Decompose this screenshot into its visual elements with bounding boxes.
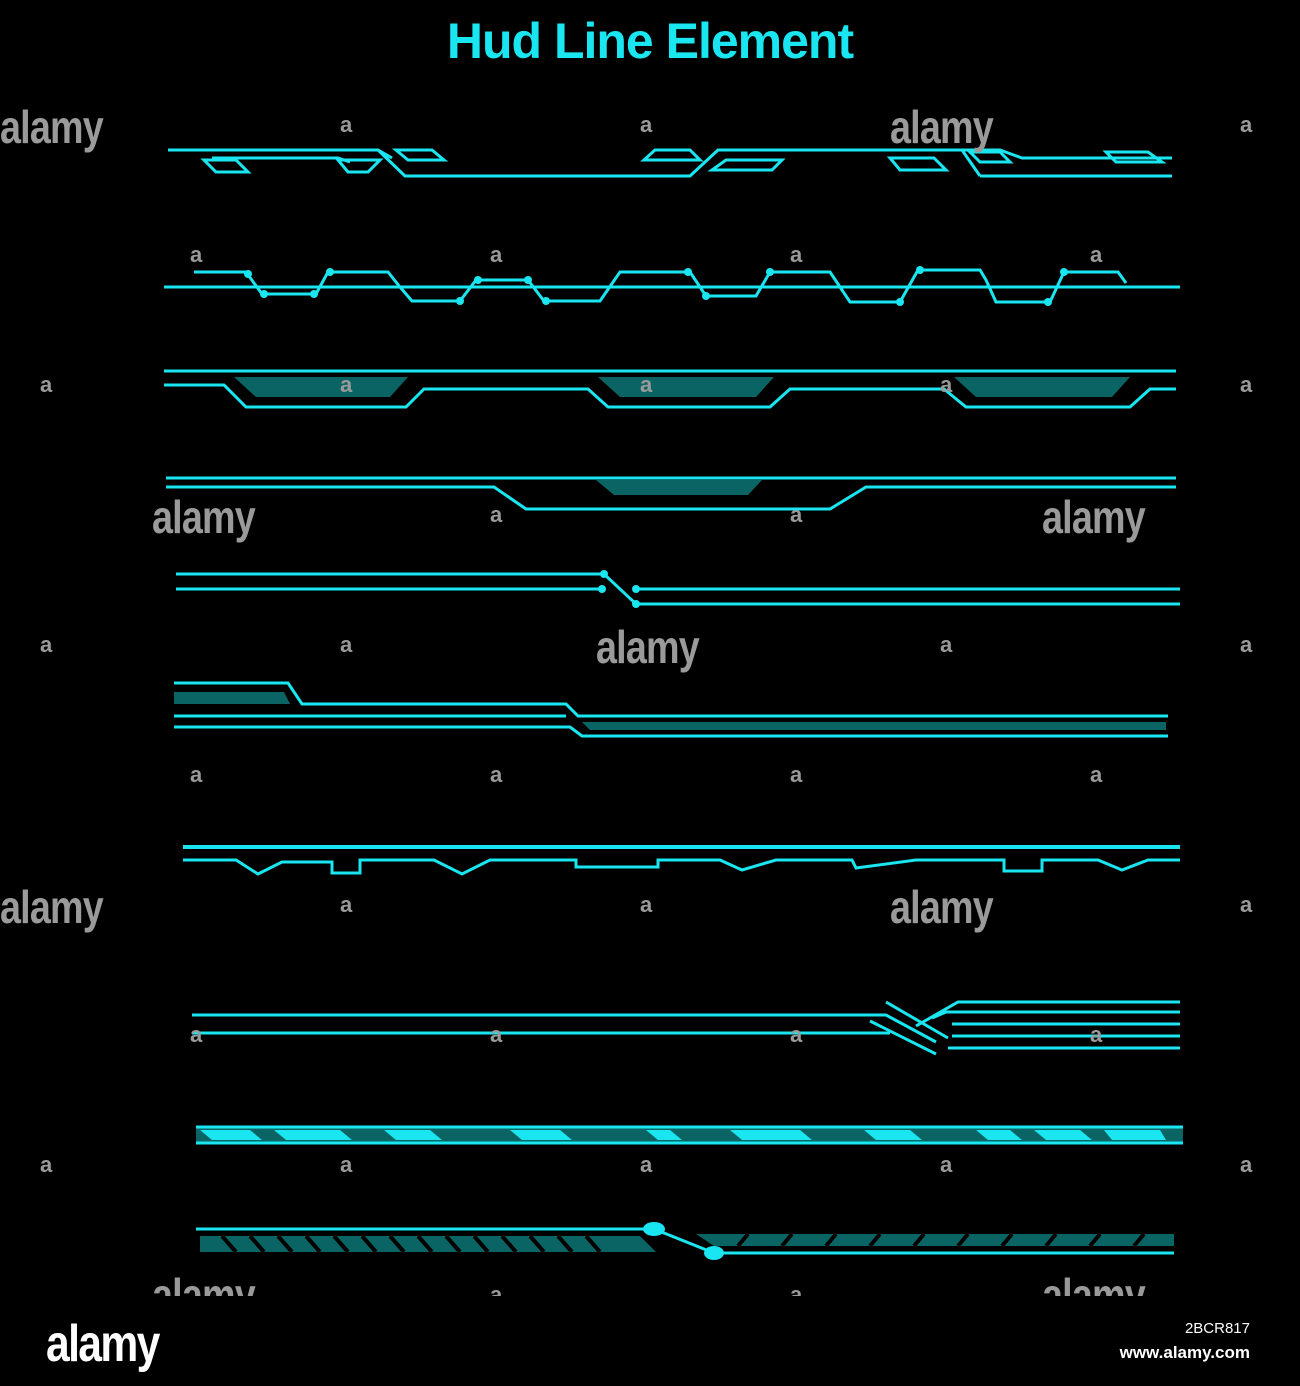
watermark-small: a xyxy=(1240,892,1253,917)
watermark-small: a xyxy=(190,242,203,267)
watermark-small: a xyxy=(340,372,353,397)
hud-line-9 xyxy=(196,1125,1183,1145)
watermark-small: a xyxy=(790,502,803,527)
watermark: alamy xyxy=(0,101,104,153)
watermark-small: a xyxy=(640,112,653,137)
watermark-small: a xyxy=(940,372,953,397)
watermark-small: a xyxy=(340,632,353,657)
watermark-small: a xyxy=(1090,1022,1103,1047)
watermark-small: a xyxy=(1090,762,1103,787)
footer-logo: alamy xyxy=(46,1315,160,1373)
hud-line-6 xyxy=(174,681,1168,738)
watermark-small: a xyxy=(640,892,653,917)
hud-line-1 xyxy=(168,148,1172,178)
watermark: alamy xyxy=(152,491,256,543)
watermark-small: a xyxy=(490,1022,503,1047)
watermark: alamy xyxy=(1042,491,1146,543)
watermark-small: a xyxy=(1090,242,1103,267)
watermark-small: a xyxy=(940,632,953,657)
hud-line-7 xyxy=(183,845,1180,876)
watermark-small: a xyxy=(940,1152,953,1177)
watermark-small: a xyxy=(40,632,53,657)
watermark-small: a xyxy=(1240,112,1253,137)
watermark-small: a xyxy=(790,1022,803,1047)
hud-line-2 xyxy=(164,268,1180,304)
hud-line-10 xyxy=(196,1222,1174,1260)
watermark: alamy xyxy=(596,621,700,673)
watermark-small: a xyxy=(490,242,503,267)
watermark-small: a xyxy=(490,762,503,787)
watermark-small: a xyxy=(190,1022,203,1047)
watermark-small: a xyxy=(340,1152,353,1177)
watermark-small: a xyxy=(640,1152,653,1177)
watermark-small: a xyxy=(1240,632,1253,657)
watermark: alamy xyxy=(890,881,994,933)
watermark-small: a xyxy=(790,762,803,787)
watermark-small: a xyxy=(190,762,203,787)
hud-line-5 xyxy=(176,570,1180,608)
watermark-small: a xyxy=(1240,372,1253,397)
watermark-small: a xyxy=(340,892,353,917)
watermark: alamy xyxy=(0,881,104,933)
hud-lines-canvas xyxy=(164,148,1183,1260)
watermark-small: a xyxy=(340,112,353,137)
page-title: Hud Line Element xyxy=(446,13,854,69)
footer-bar: alamy 2BCR817 www.alamy.com xyxy=(0,1296,1300,1386)
watermark-small: a xyxy=(790,242,803,267)
watermark-small: a xyxy=(1240,1152,1253,1177)
hud-line-3 xyxy=(164,369,1176,409)
hud-line-8 xyxy=(192,1000,1180,1056)
watermark-small: a xyxy=(40,372,53,397)
watermark-small: a xyxy=(490,502,503,527)
image-id: 2BCR817 xyxy=(1184,1320,1250,1337)
site-link[interactable]: www.alamy.com xyxy=(1119,1343,1250,1362)
hud-line-4 xyxy=(166,476,1176,511)
watermark-small: a xyxy=(640,372,653,397)
watermark: alamy xyxy=(890,101,994,153)
watermark-small: a xyxy=(40,1152,53,1177)
hud-line-2-nodes xyxy=(244,266,1068,306)
